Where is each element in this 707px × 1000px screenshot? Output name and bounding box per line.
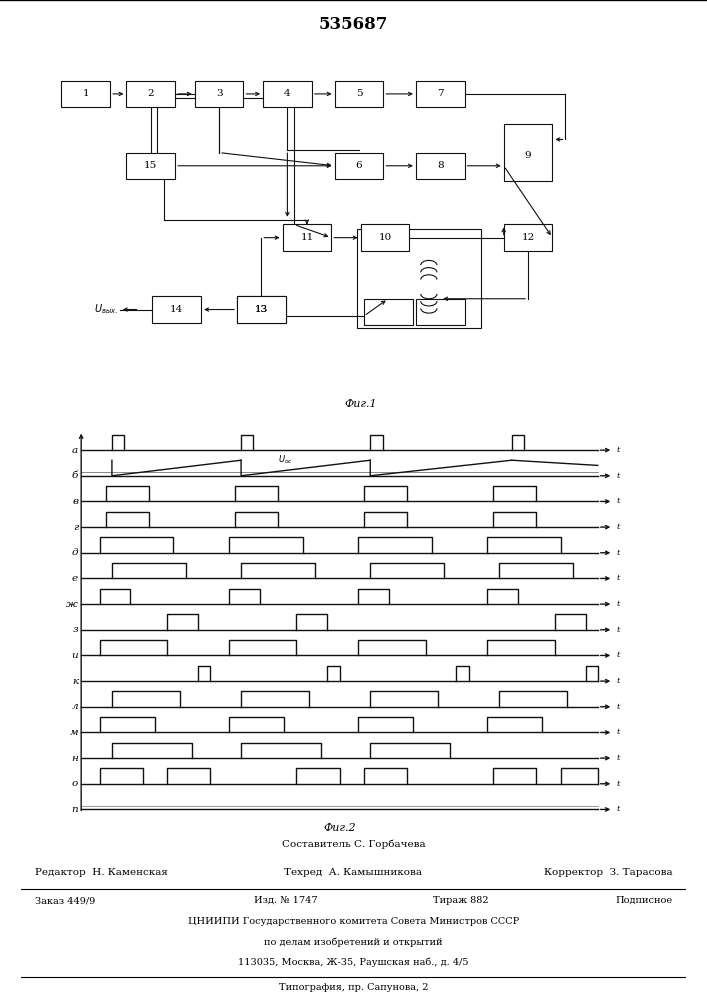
Bar: [194, 81, 243, 107]
Bar: [127, 81, 175, 107]
Text: а: а: [72, 446, 78, 455]
Text: t: t: [617, 626, 619, 634]
Text: з: з: [72, 625, 78, 634]
Text: t: t: [617, 574, 619, 582]
Text: 15: 15: [144, 161, 158, 170]
Text: t: t: [617, 677, 619, 685]
Text: t: t: [617, 523, 619, 531]
Text: 11: 11: [300, 233, 313, 242]
Text: Фиг.2: Фиг.2: [323, 823, 356, 833]
Text: 3: 3: [216, 89, 223, 98]
Bar: [334, 81, 383, 107]
Text: t: t: [617, 600, 619, 608]
Text: Составитель С. Горбачева: Составитель С. Горбачева: [281, 840, 426, 849]
Text: о: о: [72, 779, 78, 788]
Bar: [416, 81, 464, 107]
Text: t: t: [617, 497, 619, 505]
Text: н: н: [71, 754, 78, 763]
Text: $\mathit{U_{вых.}}$: $\mathit{U_{вых.}}$: [94, 303, 118, 316]
Text: и: и: [71, 651, 78, 660]
Text: t: t: [617, 651, 619, 659]
Bar: [416, 153, 464, 179]
Text: по делам изобретений и открытий: по делам изобретений и открытий: [264, 937, 443, 947]
Text: 10: 10: [378, 233, 392, 242]
Text: Изд. № 1747: Изд. № 1747: [254, 896, 317, 905]
Text: п: п: [71, 805, 78, 814]
Text: л: л: [71, 702, 78, 711]
Text: б: б: [71, 471, 78, 480]
Text: е: е: [72, 574, 78, 583]
Text: 535687: 535687: [319, 16, 388, 33]
Bar: [503, 224, 552, 251]
Text: t: t: [617, 754, 619, 762]
Text: 13: 13: [255, 305, 268, 314]
Text: Тираж 882: Тираж 882: [433, 896, 489, 905]
Text: 14: 14: [170, 305, 183, 314]
Text: 2: 2: [148, 89, 154, 98]
Bar: [127, 153, 175, 179]
Text: 1: 1: [83, 89, 89, 98]
Text: t: t: [617, 728, 619, 736]
Text: Заказ 449/9: Заказ 449/9: [35, 896, 95, 905]
Bar: [416, 299, 464, 325]
Text: 13: 13: [255, 305, 268, 314]
Text: 7: 7: [437, 89, 443, 98]
Text: Редактор  Н. Каменская: Редактор Н. Каменская: [35, 868, 168, 877]
Bar: [357, 229, 481, 328]
Text: 8: 8: [437, 161, 443, 170]
Text: Техред  А. Камышникова: Техред А. Камышникова: [284, 868, 423, 877]
Text: 9: 9: [525, 150, 532, 159]
Text: t: t: [617, 472, 619, 480]
Text: в: в: [72, 497, 78, 506]
Text: ЦНИИПИ Государственного комитета Совета Министров СССР: ЦНИИПИ Государственного комитета Совета …: [188, 918, 519, 926]
Bar: [153, 296, 201, 323]
Bar: [237, 296, 286, 323]
Text: t: t: [617, 703, 619, 711]
Text: Подписное: Подписное: [615, 896, 672, 905]
Text: Корректор  З. Тарасова: Корректор З. Тарасова: [544, 868, 672, 877]
Bar: [361, 224, 409, 251]
Text: м: м: [69, 728, 78, 737]
Text: $U_{oc}$: $U_{oc}$: [278, 454, 293, 466]
Text: 12: 12: [522, 233, 534, 242]
Bar: [283, 224, 332, 251]
Bar: [364, 299, 413, 325]
Text: 6: 6: [356, 161, 362, 170]
Text: 113035, Москва, Ж-35, Раушская наб., д. 4/5: 113035, Москва, Ж-35, Раушская наб., д. …: [238, 957, 469, 967]
Text: t: t: [617, 446, 619, 454]
Bar: [263, 81, 312, 107]
Text: t: t: [617, 805, 619, 813]
Bar: [237, 296, 286, 323]
Text: t: t: [617, 780, 619, 788]
Text: Фиг.1: Фиг.1: [344, 399, 377, 409]
Bar: [62, 81, 110, 107]
Bar: [334, 153, 383, 179]
Text: 4: 4: [284, 89, 291, 98]
Text: г: г: [73, 523, 78, 532]
Text: ж: ж: [66, 600, 78, 609]
Text: к: к: [72, 677, 78, 686]
Text: д: д: [71, 548, 78, 557]
Bar: [503, 124, 552, 181]
Text: Типография, пр. Сапунова, 2: Типография, пр. Сапунова, 2: [279, 984, 428, 992]
Text: t: t: [617, 549, 619, 557]
Text: 5: 5: [356, 89, 362, 98]
